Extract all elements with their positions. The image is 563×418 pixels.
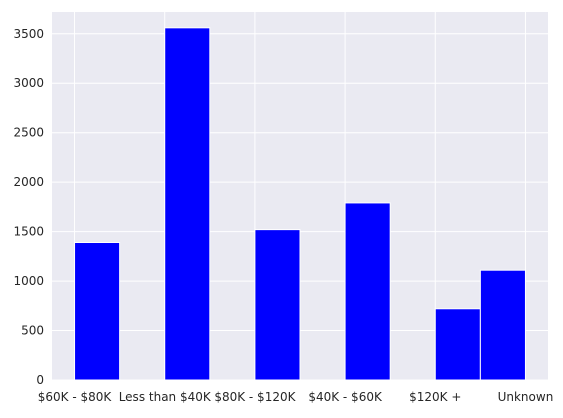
y-tick-label: 3500 <box>13 27 44 41</box>
y-tick-labels: 0 500 1000 1500 2000 2500 3000 3500 <box>13 27 44 387</box>
bar <box>344 202 391 381</box>
y-tick-label: 3000 <box>13 76 44 90</box>
y-tick-label: 2500 <box>13 126 44 140</box>
bar <box>74 241 121 381</box>
bar <box>164 27 211 381</box>
bars <box>74 27 526 381</box>
y-tick-label: 1000 <box>13 274 44 288</box>
x-tick-label: Unknown <box>498 390 554 404</box>
bar <box>434 308 481 381</box>
y-tick-label: 2000 <box>13 175 44 189</box>
x-tick-label: Less than $40K <box>119 390 212 404</box>
x-tick-labels: $60K - $80K Less than $40K $80K - $120K $40… <box>38 390 554 404</box>
y-tick-label: 1500 <box>13 225 44 239</box>
x-tick-label: $120K + <box>409 390 461 404</box>
bar <box>254 229 301 381</box>
x-tick-label: $60K - $80K <box>38 390 113 404</box>
x-tick-label: $80K - $120K <box>214 390 296 404</box>
x-tick-label: $40K - $60K <box>308 390 383 404</box>
y-tick-label: 0 <box>36 373 44 387</box>
y-tick-label: 500 <box>21 324 44 338</box>
bar <box>479 269 526 381</box>
